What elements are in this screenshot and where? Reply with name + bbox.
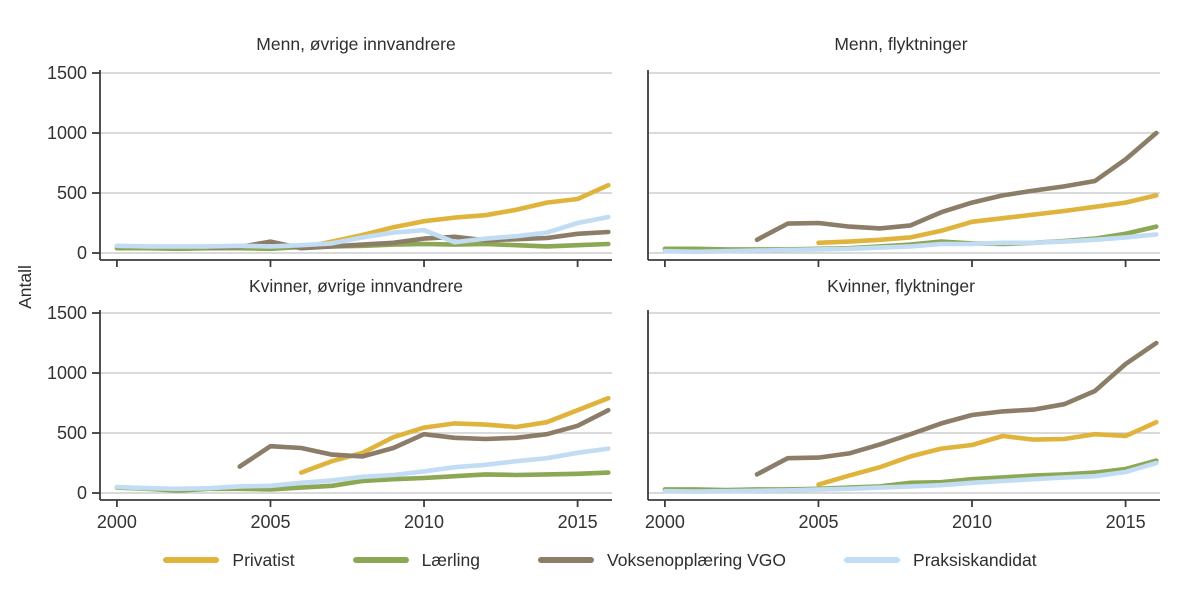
panel-title-kvinner-ovrige: Kvinner, øvrige innvandrere <box>249 276 463 296</box>
svg-text:2010: 2010 <box>404 512 444 532</box>
svg-text:2010: 2010 <box>952 512 992 532</box>
svg-text:2005: 2005 <box>798 512 838 532</box>
svg-text:2000: 2000 <box>97 512 137 532</box>
panel-menn-ovrige: 0 500 1000 1500 <box>47 63 612 267</box>
svg-text:0: 0 <box>77 243 87 263</box>
legend-swatch-praksiskandidat <box>844 557 901 563</box>
panel-title-menn-flyktninger: Menn, flyktninger <box>834 34 968 54</box>
legend-item-voksenopplaering-vgo: Voksenopplæring VGO <box>538 550 786 571</box>
svg-text:500: 500 <box>57 183 87 203</box>
svg-text:2000: 2000 <box>645 512 685 532</box>
panel-menn-flyktninger <box>647 70 1160 267</box>
svg-text:1500: 1500 <box>47 303 87 323</box>
svg-text:1000: 1000 <box>47 363 87 383</box>
legend-item-laerling: Lærling <box>352 549 481 571</box>
legend-swatch-voksenopplaering-vgo <box>538 557 595 563</box>
legend-swatch-privatist <box>163 557 220 563</box>
legend-swatch-laerling <box>352 557 409 563</box>
legend-label-praksiskandidat: Praksiskandidat <box>913 549 1037 570</box>
legend-item-praksiskandidat: Praksiskandidat <box>844 550 1037 571</box>
panel-kvinner-ovrige: 0 500 1000 1500 2000 2005 2010 2015 <box>47 303 612 532</box>
legend-label-voksenopplaering-vgo: Voksenopplæring VGO <box>607 549 787 570</box>
svg-text:2005: 2005 <box>250 512 290 532</box>
svg-text:500: 500 <box>57 423 87 443</box>
legend-label-laerling: Lærling <box>421 549 481 570</box>
svg-text:2015: 2015 <box>558 512 598 532</box>
legend-item-privatist: Privatist <box>163 549 295 571</box>
svg-text:0: 0 <box>77 483 87 503</box>
svg-text:2015: 2015 <box>1106 512 1146 532</box>
legend-label-privatist: Privatist <box>232 549 295 570</box>
svg-text:1000: 1000 <box>47 123 87 143</box>
panel-kvinner-flyktninger: 2000 2005 2010 2015 <box>645 310 1160 532</box>
panel-title-kvinner-flyktninger: Kvinner, flyktninger <box>827 276 975 296</box>
chart-legend: Privatist Lærling Voksenopplæring VGO Pr… <box>0 546 1200 574</box>
svg-text:1500: 1500 <box>47 63 87 83</box>
panel-title-menn-ovrige: Menn, øvrige innvandrere <box>256 34 456 54</box>
